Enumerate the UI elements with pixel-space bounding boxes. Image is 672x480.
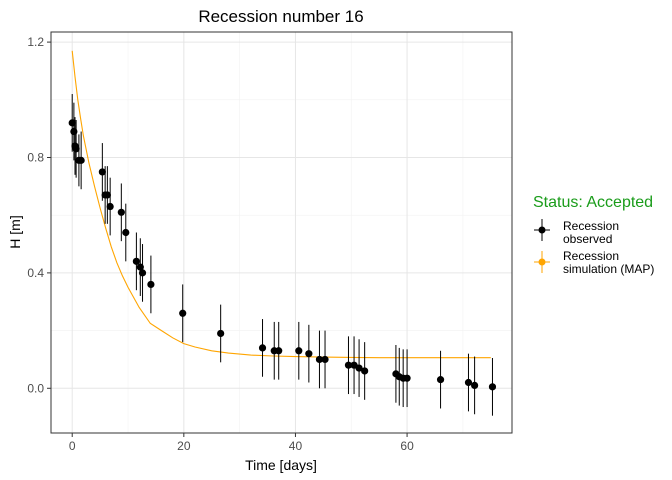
observed-point xyxy=(315,355,324,364)
observed-layer xyxy=(68,94,497,416)
legend-simulation-line1: Recession xyxy=(563,249,619,263)
y-axis-title: H [m] xyxy=(7,215,23,248)
y-tick-label: 0.0 xyxy=(27,381,44,395)
simulation-layer xyxy=(71,50,491,359)
observed-point xyxy=(436,376,445,384)
observed-point xyxy=(305,350,313,358)
observed-point xyxy=(344,361,353,369)
chart-title: Recession number 16 xyxy=(198,7,363,26)
observed-point xyxy=(138,269,147,277)
legend-title: Status: Accepted xyxy=(533,194,653,211)
observed-point xyxy=(136,263,144,271)
observed-point xyxy=(321,355,329,364)
y-tick-label: 1.2 xyxy=(27,35,44,49)
y-tick-label: 0.4 xyxy=(27,266,44,280)
legend: Status: Accepted Recession observed Rece… xyxy=(533,194,654,276)
observed-point xyxy=(488,383,497,391)
legend-observed-line1: Recession xyxy=(563,219,619,233)
observed-point xyxy=(464,378,473,387)
plot-border xyxy=(50,31,513,434)
legend-simulation: Recession simulation (MAP) xyxy=(534,249,654,276)
y-tick-labels: 0.0 0.4 0.8 1.2 xyxy=(27,35,51,395)
x-tick-label: 40 xyxy=(289,439,303,453)
observed-point xyxy=(117,208,125,216)
observed-point xyxy=(77,156,85,164)
legend-observed: Recession observed xyxy=(534,219,619,246)
x-tick-label: 20 xyxy=(177,439,191,453)
observed-point xyxy=(68,119,76,127)
y-tick-label: 0.8 xyxy=(27,150,44,164)
legend-simulation-point xyxy=(538,258,546,266)
observed-point xyxy=(217,329,225,338)
observed-point xyxy=(103,191,111,199)
plot-panel xyxy=(51,32,512,433)
legend-simulation-line2: simulation (MAP) xyxy=(563,262,654,276)
simulation-line xyxy=(71,50,491,359)
observed-point xyxy=(361,367,369,375)
legend-observed-line2: observed xyxy=(563,232,612,246)
observed-point xyxy=(132,257,140,265)
observed-point xyxy=(471,381,479,389)
observed-point xyxy=(70,127,78,136)
observed-point xyxy=(179,309,187,317)
x-tick-labels: 0 20 40 60 xyxy=(69,433,414,453)
observed-point xyxy=(122,228,130,237)
observed-point xyxy=(147,280,155,289)
legend-observed-point xyxy=(538,226,546,234)
observed-point xyxy=(275,347,283,355)
observed-point xyxy=(355,364,363,372)
observed-point xyxy=(106,202,114,211)
observed-point xyxy=(295,347,303,355)
observed-point xyxy=(258,344,267,352)
observed-point xyxy=(72,145,80,153)
x-tick-label: 60 xyxy=(400,439,414,453)
observed-point xyxy=(98,168,106,176)
x-axis-title: Time [days] xyxy=(245,457,317,473)
x-tick-label: 0 xyxy=(69,439,76,453)
observed-point xyxy=(403,374,411,382)
